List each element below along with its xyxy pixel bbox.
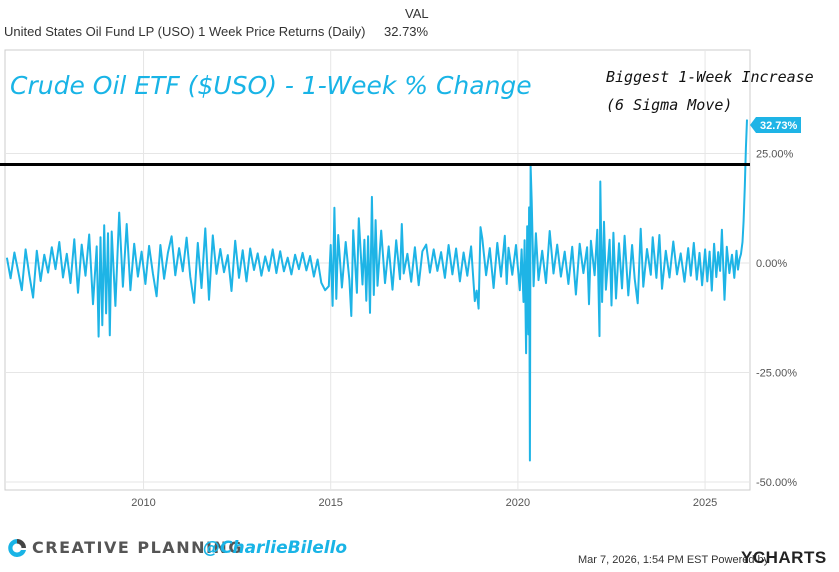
footer-brand: CREATIVE PLANNING	[32, 538, 243, 557]
x-tick-label: 2025	[693, 497, 717, 509]
header-series-title: United States Oil Fund LP (USO) 1 Week P…	[4, 24, 366, 39]
plot-frame	[4, 49, 751, 491]
y-tick-label: 0.00%	[756, 258, 787, 270]
x-tick-label: 2020	[506, 497, 530, 509]
header-column-label: VAL	[405, 6, 429, 21]
x-tick-label: 2015	[318, 497, 342, 509]
axis-layer: 25.00% 0.00% -25.00% -50.00% 2010 2015 2020 202…	[131, 149, 797, 510]
last-value-badge-shape	[750, 117, 801, 133]
footer-handle: @CharlieBilello	[203, 538, 348, 558]
y-tick-label: 25.00%	[756, 149, 794, 161]
annotation-note-line1: Biggest 1-Week Increase	[606, 68, 814, 86]
last-value-badge-text: 32.73%	[760, 120, 798, 132]
footer-timestamp: Mar 7, 2026, 1:54 PM EST Powered by	[578, 554, 770, 566]
chart-annotation-title: Crude Oil ETF ($USO) - 1-Week % Change	[10, 71, 532, 100]
creative-planning-logo-icon	[8, 539, 26, 557]
x-tick-label: 2010	[131, 497, 155, 509]
header-series-value: 32.73%	[384, 24, 429, 39]
series-layer	[5, 119, 748, 462]
annotation-layer: Crude Oil ETF ($USO) - 1-Week % Change B…	[10, 68, 814, 114]
series-line	[5, 119, 748, 462]
y-tick-label: -50.00%	[756, 477, 797, 489]
annotation-note-line2: (6 Sigma Move)	[606, 96, 732, 114]
last-value-badge: 32.73%	[750, 117, 801, 133]
y-tick-label: -25.00%	[756, 368, 797, 380]
ycharts-logo: YCHARTS	[741, 548, 827, 567]
